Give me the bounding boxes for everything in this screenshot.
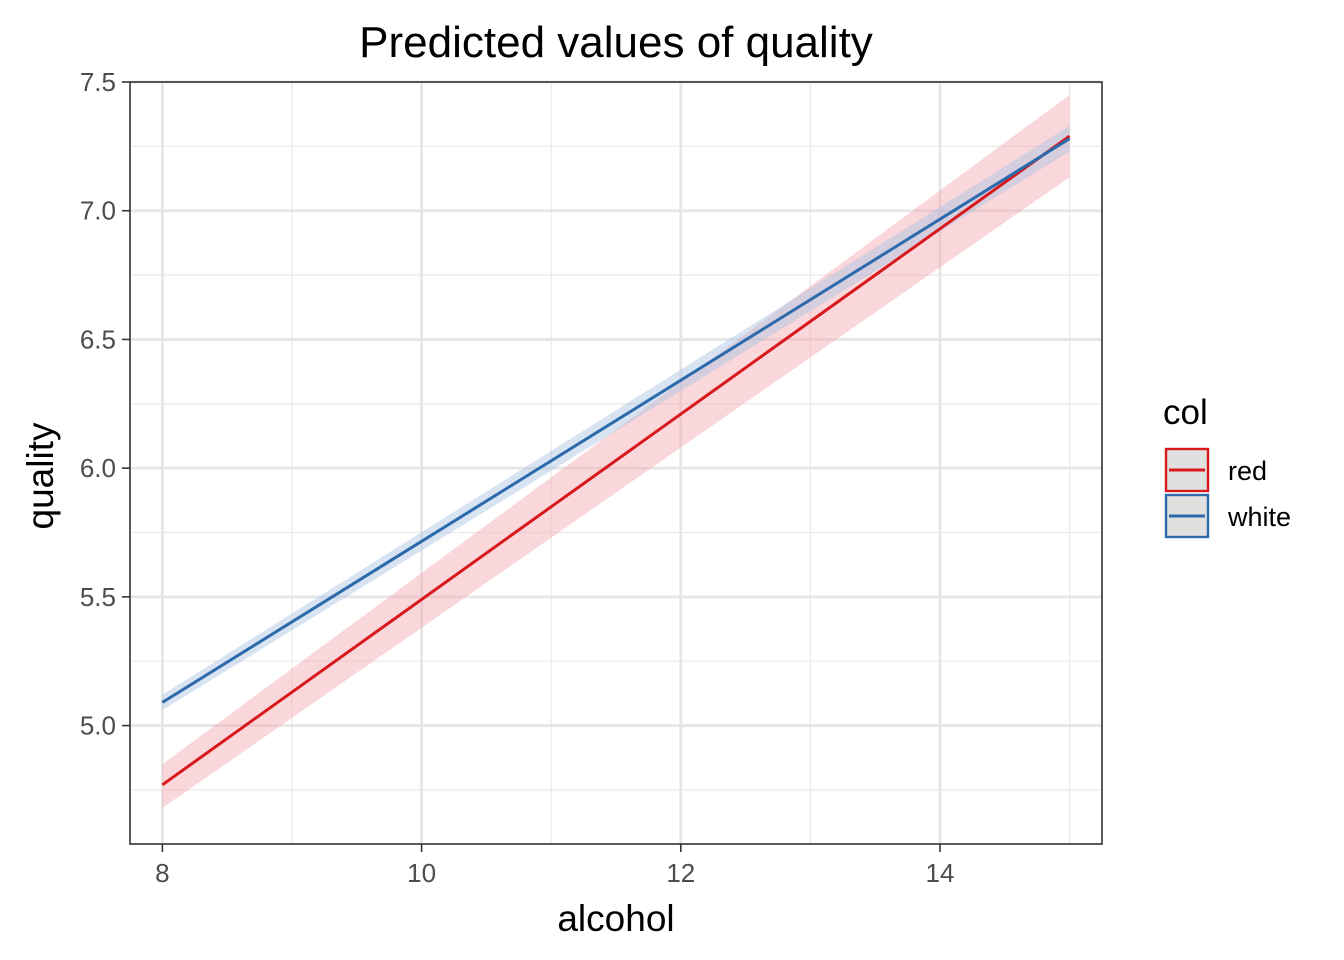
y-tick-label: 6.5	[80, 324, 116, 354]
panel-border	[129, 81, 1103, 845]
y-tick-label: 6.0	[80, 453, 116, 483]
ci-band-white	[162, 125, 1070, 711]
y-axis-title: quality	[20, 422, 61, 529]
ci-band-red	[162, 94, 1070, 808]
x-tick-label: 10	[407, 858, 436, 888]
x-tick-label: 8	[155, 858, 169, 888]
legend-item-red: red	[1164, 447, 1267, 493]
x-tick-label: 12	[666, 858, 695, 888]
x-tick-label: 14	[926, 858, 955, 888]
series-lines	[161, 134, 1071, 787]
y-tick-label: 7.0	[80, 196, 116, 226]
y-tick-label: 5.5	[80, 582, 116, 612]
plot-frame	[129, 81, 1103, 845]
legend-item-white: white	[1164, 493, 1291, 539]
legend-label-white: white	[1227, 502, 1291, 532]
x-axis: 8 10 12 14	[155, 844, 954, 888]
y-tick-label: 7.5	[80, 67, 116, 97]
series-line-red	[161, 134, 1071, 787]
series-line-white	[161, 137, 1071, 704]
chart-title: Predicted values of quality	[359, 18, 873, 67]
y-axis: 5.0 5.5 6.0 6.5 7.0 7.5	[80, 67, 130, 741]
legend-title: col	[1163, 393, 1208, 432]
confidence-bands	[162, 94, 1070, 808]
y-tick-label: 5.0	[80, 711, 116, 741]
legend-label-red: red	[1228, 456, 1267, 486]
legend: col red white	[1163, 393, 1291, 539]
x-axis-title: alcohol	[557, 898, 674, 939]
